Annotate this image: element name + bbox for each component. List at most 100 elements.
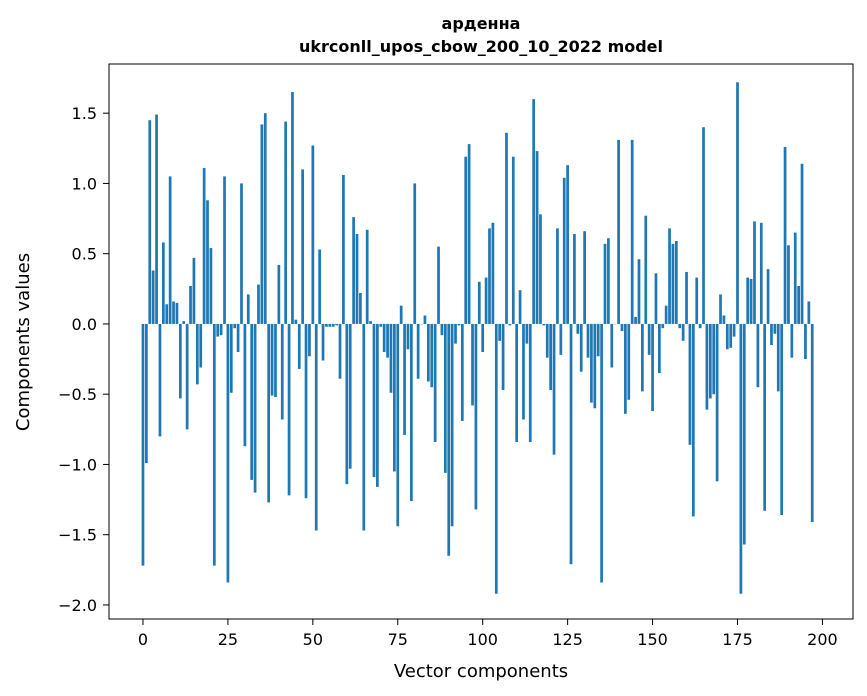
bar-83 [423, 315, 427, 324]
bar-52 [318, 249, 321, 324]
bar-121 [552, 323, 556, 455]
bar-67 [369, 321, 372, 324]
bar-8 [168, 176, 172, 324]
bar-137 [607, 238, 610, 324]
bar-146 [637, 259, 641, 324]
bar-3 [151, 270, 155, 324]
bar-31 [246, 294, 250, 324]
bar-23 [219, 323, 223, 336]
bar-79 [410, 323, 413, 501]
bar-14 [189, 286, 192, 324]
bar-30 [243, 323, 247, 447]
bar-80 [413, 183, 417, 324]
bar-181 [756, 323, 760, 388]
x-axis-label: Vector components [394, 661, 568, 682]
bar-135 [600, 323, 603, 583]
bar-9 [172, 301, 175, 324]
bar-136 [603, 243, 607, 324]
bar-75 [396, 323, 400, 527]
bar-76 [399, 305, 403, 324]
bar-185 [770, 323, 773, 346]
bar-22 [216, 323, 220, 337]
bar-0 [141, 323, 145, 566]
bar-45 [294, 319, 298, 324]
bar-128 [576, 323, 580, 334]
bar-11 [178, 323, 182, 399]
bar-158 [678, 323, 682, 329]
bar-95 [464, 156, 468, 324]
bar-157 [674, 241, 678, 324]
bar-110 [515, 323, 519, 442]
bar-129 [579, 323, 583, 372]
bar-58 [338, 323, 342, 379]
x-ticks: 0 25 50 75 100 125 150 175 200 [138, 619, 838, 649]
y-tick-label: −1.5 [58, 526, 97, 545]
bar-73 [389, 323, 393, 393]
bar-173 [729, 323, 733, 348]
bar-106 [501, 323, 505, 390]
bar-39 [274, 323, 277, 397]
bar-192 [793, 232, 797, 324]
bar-41 [280, 323, 284, 420]
bar-179 [749, 278, 753, 324]
bar-148 [644, 215, 648, 324]
bar-141 [620, 323, 624, 331]
bar-17 [199, 323, 203, 368]
x-tick-label: 75 [388, 630, 408, 649]
bar-152 [658, 323, 661, 374]
bar-193 [797, 286, 800, 324]
bars-group [141, 82, 814, 594]
bar-132 [590, 323, 593, 403]
bar-71 [382, 323, 386, 353]
bar-188 [780, 323, 784, 516]
bar-126 [569, 323, 573, 565]
bar-81 [416, 323, 420, 379]
bar-97 [471, 323, 474, 406]
bar-131 [586, 323, 590, 358]
bar-68 [372, 323, 376, 478]
bar-108 [508, 323, 512, 326]
bar-10 [175, 302, 179, 324]
bar-175 [736, 82, 739, 324]
y-tick-label: 1.0 [72, 174, 97, 193]
bar-64 [359, 293, 362, 324]
bar-160 [685, 271, 688, 324]
bar-112 [522, 323, 525, 420]
bar-163 [695, 277, 699, 324]
bar-171 [722, 315, 726, 324]
bar-21 [212, 323, 216, 566]
bar-133 [593, 323, 597, 409]
bar-191 [790, 323, 794, 358]
bar-46 [297, 323, 301, 369]
bar-166 [705, 323, 709, 410]
bar-165 [702, 127, 705, 324]
bar-147 [641, 323, 644, 392]
x-tick-label: 200 [807, 630, 838, 649]
bar-194 [800, 163, 804, 324]
bar-50 [311, 145, 315, 324]
bar-104 [494, 323, 498, 594]
y-tick-label: −1.0 [58, 455, 97, 474]
bar-15 [192, 257, 196, 324]
bar-196 [807, 301, 811, 324]
bar-70 [379, 323, 383, 327]
x-tick-label: 100 [467, 630, 498, 649]
bar-115 [532, 99, 536, 324]
bar-87 [437, 246, 440, 324]
bar-29 [240, 183, 243, 324]
x-tick-label: 150 [637, 630, 668, 649]
bar-12 [182, 321, 186, 324]
bar-125 [566, 165, 569, 324]
bar-53 [321, 323, 325, 361]
bar-19 [206, 200, 209, 324]
bar-169 [715, 323, 719, 482]
bar-119 [545, 323, 549, 358]
bar-122 [556, 228, 559, 324]
bar-28 [236, 323, 240, 353]
bar-74 [393, 323, 396, 472]
bar-24 [223, 176, 226, 324]
bar-120 [549, 323, 552, 390]
bar-61 [348, 323, 352, 469]
bar-123 [559, 323, 563, 355]
